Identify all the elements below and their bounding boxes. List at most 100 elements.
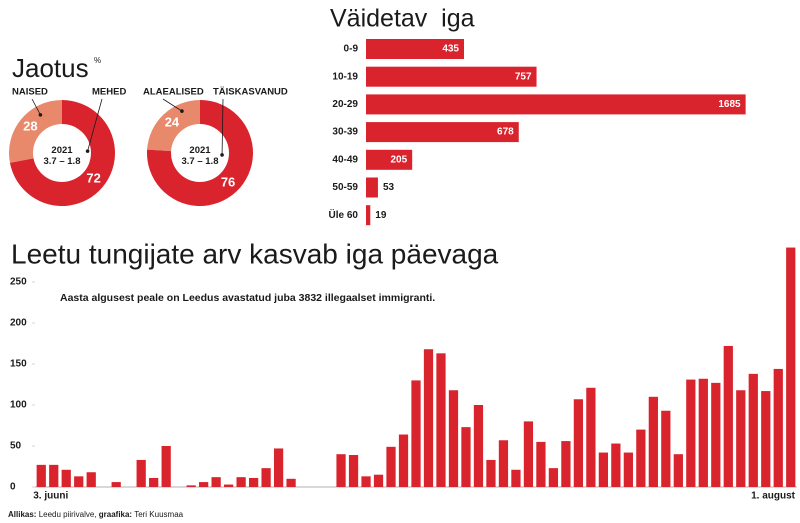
bar [366,122,519,143]
bar [423,349,434,487]
bar [161,446,171,487]
credit-label: graafika: [99,510,132,519]
center-text: 2021 [51,145,73,156]
bar [698,378,708,487]
value-label: 1685 [718,99,741,110]
footer: Allikas: Leedu piirivalve, graafika: Ter… [8,510,184,519]
center-text: 3.7 – 1.8 [44,156,81,167]
bar [348,455,359,487]
leader-line [162,98,183,112]
y-tick-label: 150 [10,359,27,370]
leader-line [87,98,103,152]
legend-label: NAISED [12,87,48,98]
donut-segment [147,100,200,152]
bar [411,380,421,487]
bar [236,477,246,487]
bar [86,472,96,487]
bar [548,468,559,487]
bar [361,476,371,487]
bar [111,482,121,487]
leader-dot [180,109,184,113]
bar [611,443,621,487]
value-label: 19 [375,210,387,221]
bar [366,39,465,59]
section-title: Jaotus [12,53,89,83]
bar [224,484,234,487]
source: Leedu piirivalve, [39,510,97,519]
bar [273,448,284,487]
bar [511,469,521,487]
bar [366,94,746,115]
y-tick-label: 0 [10,482,16,493]
category-label: 40-49 [332,154,358,165]
bar [736,390,746,487]
bar [366,177,378,198]
bar [436,353,446,487]
category-label: 0-9 [344,44,359,55]
bar [36,464,46,487]
bar [748,373,758,487]
x-tick-label: 3. juuni [33,491,68,502]
bar [149,477,159,487]
value-label: 28 [23,118,37,133]
credit: Teri Kuusmaa [134,510,183,519]
bar [61,469,71,487]
bar [598,452,608,487]
bar [473,405,484,487]
value-label: 72 [86,171,100,186]
bar [523,421,534,487]
bar [711,382,721,487]
center-text: 2021 [189,145,211,156]
bar [336,454,346,487]
center-text: 3.7 – 1.8 [182,156,219,167]
legend-label: TÄISKASVANUD [213,87,288,98]
bar [74,476,84,487]
bar [366,66,537,87]
bar [623,452,633,487]
bar [761,391,771,487]
bar [49,464,59,487]
section-unit: % [94,56,101,65]
bar [636,429,646,487]
bar [286,478,296,487]
bar [448,390,459,487]
bar [261,468,271,487]
bar [366,205,371,226]
category-label: 10-19 [332,71,358,82]
legend-label: ALAEALISED [143,87,204,98]
bar [723,345,733,487]
donut-segment [147,100,253,206]
value-label: 757 [515,71,532,82]
donut-segment [9,100,116,206]
section-title: Väidetav iga [330,5,475,33]
value-label: 53 [383,182,395,193]
category-label: Üle 60 [329,208,359,221]
legend-label: MEHED [92,87,126,98]
bar [686,379,696,487]
bar [786,247,796,487]
bar [498,440,509,487]
value-label: 205 [390,154,407,165]
bar [573,399,584,487]
y-tick-label: 50 [10,441,22,452]
bar [136,459,146,487]
bar [186,485,196,487]
bar [561,441,571,487]
category-label: 50-59 [332,182,358,193]
y-tick-label: 200 [10,318,27,329]
leader-dot [85,149,90,153]
category-label: 20-29 [332,99,358,110]
bar [386,446,396,487]
bar [648,396,658,487]
leader-line [221,98,224,155]
leader-dot [220,153,224,157]
bar [211,477,221,487]
value-label: 435 [442,44,459,55]
source-label: Allikas: [8,510,36,519]
bar [536,441,546,487]
bar [486,459,496,487]
bar [673,454,683,487]
x-tick-label: 1. august [751,491,796,502]
y-tick-label: 250 [10,277,27,288]
